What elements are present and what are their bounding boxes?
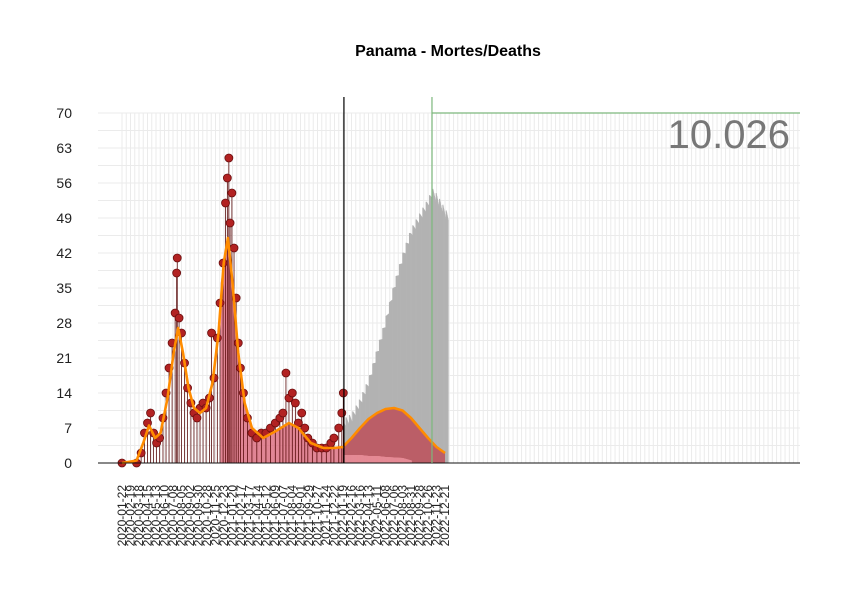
data-point [174, 313, 184, 323]
x-tick-label: 2022-02-16 [345, 485, 359, 547]
x-tick-label: 2021-09-01 [294, 485, 308, 547]
data-point [290, 398, 300, 408]
y-axis-ticks: 0 7 14 21 28 35 42 49 56 63 70 [56, 105, 72, 471]
y-tick-label: 42 [56, 245, 72, 261]
x-tick-label: 2021-03-17 [243, 485, 257, 547]
y-tick-label: 7 [64, 420, 72, 436]
y-tick-label: 21 [56, 350, 72, 366]
y-tick-label: 14 [56, 385, 72, 401]
x-tick-label: 2020-07-08 [166, 485, 180, 547]
data-point [225, 218, 235, 228]
data-point [229, 243, 239, 253]
data-point [334, 423, 344, 433]
x-tick-label: 2022-07-06 [387, 485, 401, 547]
areas [220, 238, 446, 463]
x-tick-label: 2021-08-04 [285, 485, 299, 547]
data-point [300, 423, 310, 433]
data-points [117, 153, 348, 468]
x-tick-label: 2021-05-12 [260, 485, 274, 547]
x-tick-label: 2020-09-02 [183, 485, 197, 547]
data-point [329, 433, 339, 443]
data-point [227, 188, 237, 198]
x-tick-label: 2020-11-25 [209, 485, 223, 546]
x-tick-label: 2021-09-29 [302, 485, 316, 547]
x-tick-label: 2020-08-05 [175, 485, 189, 547]
data-point [222, 173, 232, 183]
x-tick-label: 2022-11-23 [430, 485, 444, 546]
projection-lower-bar [410, 460, 412, 463]
x-tick-label: 2021-04-14 [251, 485, 265, 547]
data-point [172, 268, 182, 278]
data-point [338, 388, 348, 398]
x-tick-label: 2022-12-21 [438, 485, 452, 547]
x-tick-label: 2022-08-03 [396, 485, 410, 547]
data-point [172, 253, 182, 263]
observed-trend-line [121, 236, 344, 465]
data-point [207, 328, 216, 338]
projection-trend-line [343, 406, 446, 455]
data-point [337, 408, 347, 418]
x-tick-label: 2022-03-16 [353, 485, 367, 547]
data-point [192, 413, 202, 423]
projection-mid-fill [344, 408, 446, 463]
data-point [224, 153, 234, 163]
data-point [287, 388, 297, 398]
x-tick-label: 2021-12-22 [328, 485, 342, 547]
x-tick-label: 2022-06-08 [379, 485, 393, 547]
x-tick-label: 2022-01-19 [336, 485, 350, 547]
observed-area-fill [220, 238, 344, 463]
reference-lines [98, 97, 800, 464]
y-tick-label: 56 [56, 175, 72, 191]
x-tick-label: 2021-02-17 [234, 485, 248, 547]
y-tick-label: 63 [56, 140, 72, 156]
x-axis-ticks: 2020-01-222020-02-192020-03-182020-04-15… [115, 485, 452, 547]
chart-title: Panama - Mortes/Deaths [355, 43, 541, 60]
data-point [281, 368, 291, 378]
data-point [221, 198, 230, 208]
y-tick-label: 0 [64, 455, 72, 471]
data-point [278, 408, 288, 418]
x-tick-label: 2020-02-19 [124, 485, 138, 547]
x-tick-label: 2021-06-09 [268, 485, 282, 547]
x-tick-label: 2020-10-28 [200, 485, 214, 547]
x-tick-label: 2021-10-27 [311, 485, 325, 547]
x-tick-label: 2020-05-13 [149, 485, 163, 547]
projection-upper-bars [343, 188, 449, 464]
x-tick-label: 2022-10-26 [421, 485, 435, 547]
x-tick-label: 2022-04-13 [362, 485, 376, 547]
x-tick-label: 2020-01-22 [115, 485, 129, 547]
y-tick-label: 49 [56, 210, 72, 226]
projection-lower-bars [343, 455, 412, 463]
y-tick-label: 70 [56, 105, 72, 121]
x-tick-label: 2020-06-10 [158, 485, 172, 547]
trend-lines [121, 236, 446, 465]
x-tick-label: 2020-12-23 [217, 485, 231, 547]
x-tick-label: 2020-04-15 [141, 485, 155, 547]
x-tick-label: 2022-09-28 [413, 485, 427, 547]
x-tick-label: 2021-01-20 [226, 485, 240, 547]
data-point [297, 408, 307, 418]
y-tick-label: 35 [56, 280, 72, 296]
x-tick-label: 2021-11-24 [319, 485, 333, 546]
x-tick-label: 2022-05-11 [370, 485, 384, 546]
x-tick-label: 2022-08-31 [404, 485, 418, 547]
grid [98, 112, 800, 464]
projection-upper-bar [447, 219, 449, 463]
data-point [146, 408, 155, 418]
x-tick-label: 2020-03-18 [132, 485, 146, 547]
total-deaths-label: 10.026 [668, 113, 790, 157]
x-tick-label: 2021-07-07 [277, 485, 291, 547]
y-tick-label: 28 [56, 315, 72, 331]
x-tick-label: 2020-09-30 [192, 485, 206, 547]
